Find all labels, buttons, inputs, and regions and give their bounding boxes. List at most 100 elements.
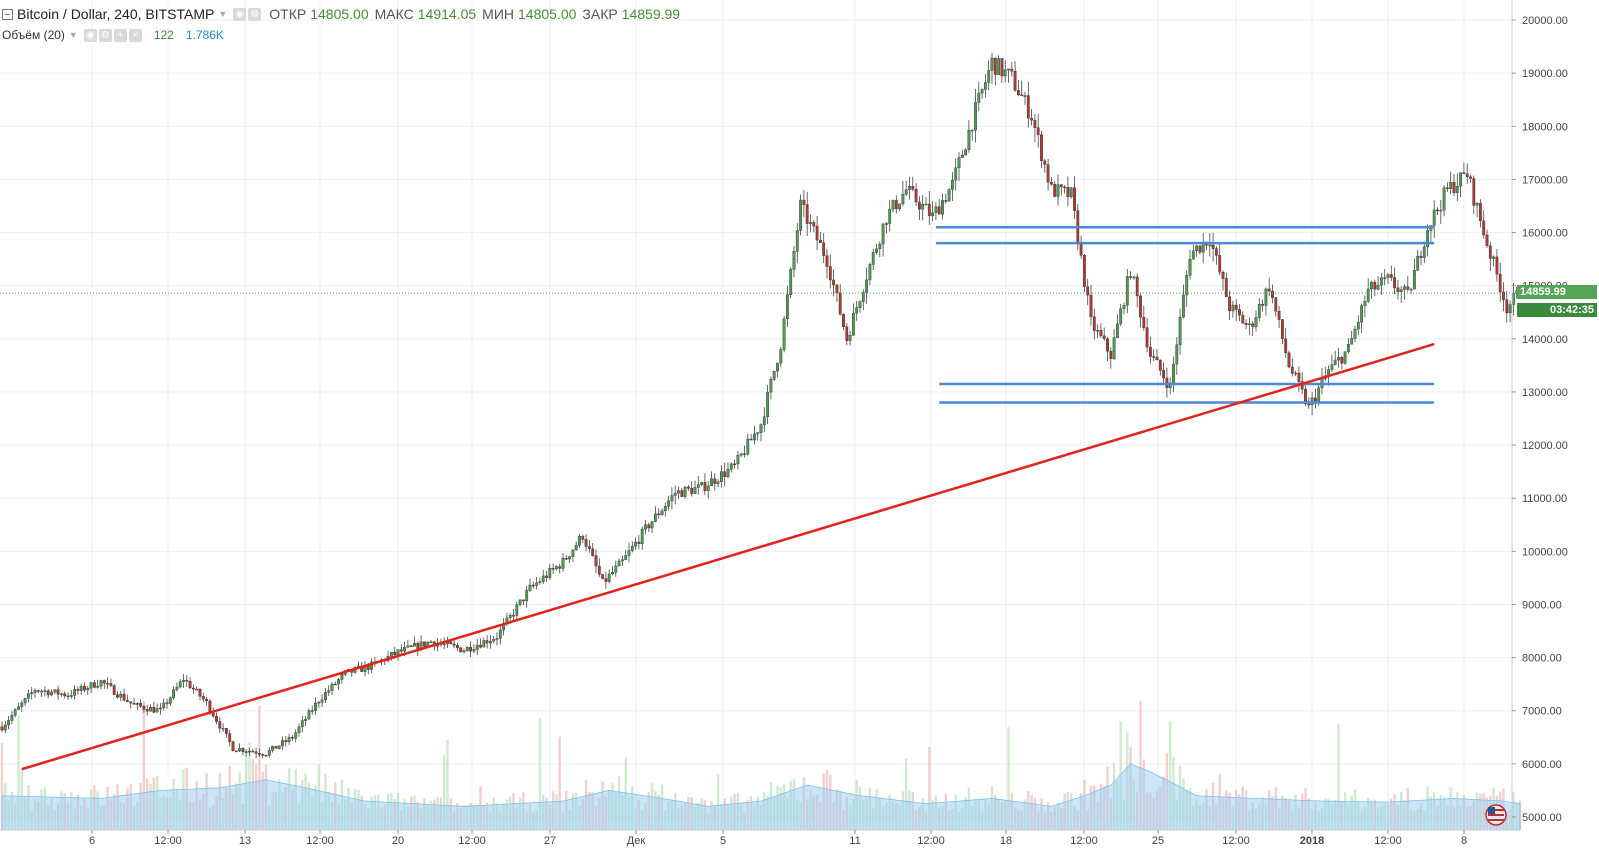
eye-icon[interactable]: ◉: [83, 28, 97, 42]
candle: [1264, 287, 1268, 316]
candle: [106, 677, 110, 689]
candle: [723, 462, 727, 487]
candle: [1092, 308, 1096, 340]
candle: [776, 362, 779, 377]
candle: [73, 685, 77, 700]
candle: [799, 194, 803, 236]
candle: [231, 740, 235, 752]
candle: [1482, 210, 1486, 239]
candle: [894, 195, 898, 214]
candle: [13, 708, 17, 718]
candle: [762, 407, 766, 433]
candle: [1208, 233, 1212, 257]
y-tick-label: 18000.00: [1522, 121, 1568, 133]
collapse-icon[interactable]: [2, 8, 13, 20]
volume-indicator-name[interactable]: Объём (20): [2, 28, 65, 42]
chart-header: Bitcoin / Dollar, 240, BITSTAMP ▼ ◉ ⚙ ОТ…: [0, 0, 1540, 52]
candle: [1234, 299, 1238, 322]
x-tick-label: 6: [89, 835, 95, 847]
settings-icon[interactable]: ⚙: [98, 28, 112, 42]
price-axis[interactable]: 20000.00 19000.00 18000.00 17000.00 16000.00…: [1512, 15, 1568, 824]
candle: [861, 289, 865, 311]
candle: [46, 688, 50, 699]
candle: [1426, 224, 1430, 257]
candle: [1066, 176, 1070, 206]
x-tick-label: 18: [1000, 835, 1012, 847]
candle: [261, 753, 265, 759]
candle: [139, 699, 142, 708]
candle: [654, 506, 657, 523]
x-tick-label: 12:00: [1070, 835, 1098, 847]
candle: [881, 223, 885, 257]
candle: [845, 323, 849, 346]
volume-bar: [1007, 727, 1010, 830]
candle: [591, 543, 595, 557]
candle: [1089, 284, 1093, 326]
symbol-title[interactable]: Bitcoin / Dollar, 240, BITSTAMP: [17, 6, 215, 22]
candle: [581, 534, 585, 544]
trendline[interactable]: [21, 342, 1435, 771]
x-tick-label: 25: [1152, 835, 1164, 847]
candle: [1211, 232, 1215, 262]
candle: [1043, 159, 1047, 173]
candle: [495, 632, 499, 646]
candle: [875, 243, 878, 255]
settings-icon[interactable]: ⚙: [248, 7, 262, 21]
time-axis[interactable]: 6 12:00 13 12:00 20 12:00 27 Дек 5 11 12:00 18 12:00…: [89, 830, 1467, 847]
add-icon[interactable]: +: [113, 28, 127, 42]
candle: [56, 685, 60, 700]
candle: [838, 284, 842, 316]
candle: [934, 201, 938, 220]
x-tick-label: 20: [392, 835, 404, 847]
candle: [218, 717, 222, 733]
candle: [954, 158, 958, 191]
candle: [333, 681, 337, 686]
candle: [1148, 336, 1152, 364]
y-tick-label: 13000.00: [1522, 387, 1568, 399]
candle: [690, 481, 694, 497]
chevron-down-icon[interactable]: ▼: [218, 9, 228, 19]
candle: [53, 689, 57, 695]
candle: [977, 81, 981, 111]
candle: [1026, 81, 1030, 128]
candle: [551, 563, 555, 575]
candle: [627, 542, 631, 563]
candle: [535, 576, 539, 590]
candle: [482, 637, 486, 648]
candle: [1505, 290, 1509, 323]
close-icon[interactable]: ×: [128, 28, 142, 42]
candle: [33, 688, 37, 698]
candle: [611, 566, 614, 576]
candle: [769, 376, 773, 400]
candle: [399, 644, 403, 655]
candle: [337, 678, 340, 690]
candle: [429, 640, 433, 644]
candle: [548, 563, 552, 581]
flag-icon[interactable]: [1485, 804, 1507, 826]
y-tick-label: 6000.00: [1522, 759, 1562, 771]
candle: [66, 692, 70, 700]
horizontal-levels[interactable]: [935, 225, 1435, 404]
candle: [17, 702, 20, 710]
candle: [621, 555, 624, 567]
candle: [241, 747, 245, 756]
candle: [1198, 245, 1202, 255]
close-value: 14859.99: [621, 6, 681, 22]
candle: [970, 129, 974, 141]
candle: [1280, 319, 1284, 345]
candle: [198, 688, 202, 701]
candle: [271, 745, 274, 753]
candle: [165, 698, 169, 709]
candle: [1030, 108, 1034, 126]
candle: [558, 563, 562, 574]
candle: [1396, 279, 1400, 300]
candle: [1003, 60, 1007, 83]
candle: [878, 241, 882, 258]
eye-icon[interactable]: ◉: [233, 7, 247, 21]
chevron-down-icon[interactable]: ▼: [68, 30, 78, 40]
candle: [1254, 310, 1258, 332]
candle: [390, 651, 393, 661]
candle: [92, 680, 96, 689]
candle: [941, 193, 944, 220]
